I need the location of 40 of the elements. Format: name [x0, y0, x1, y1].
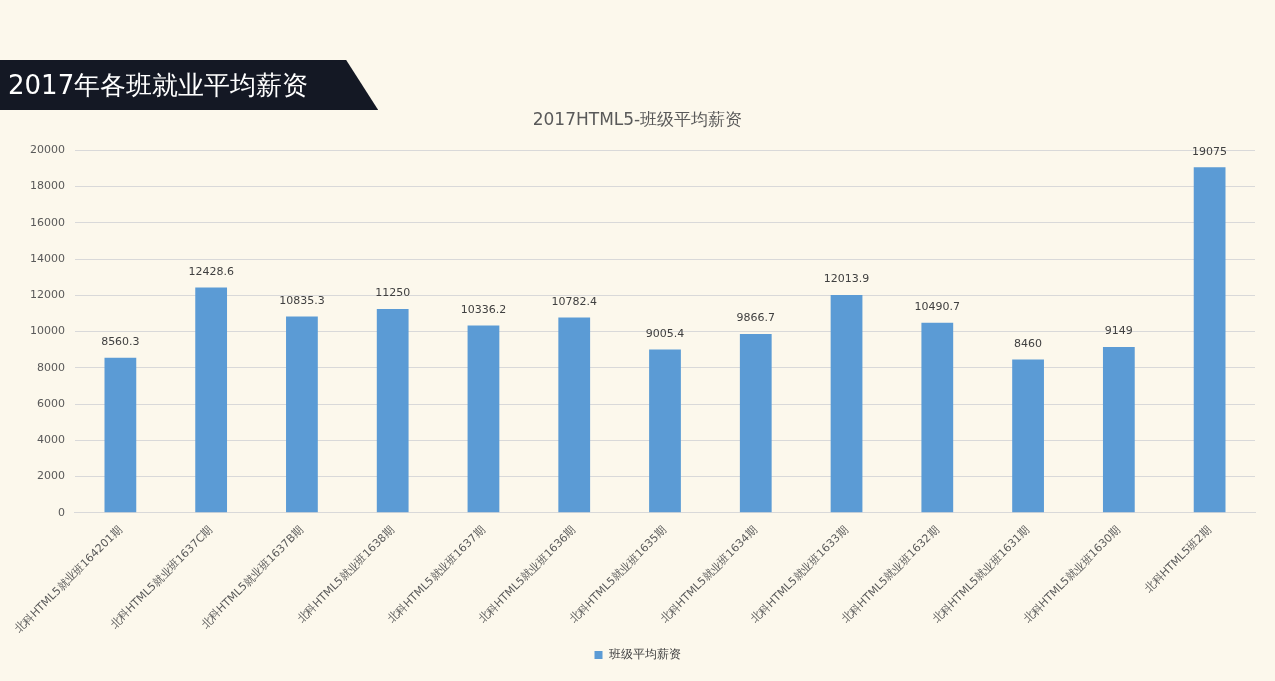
data-label: 11250	[375, 286, 411, 300]
data-label: 10835.3	[279, 293, 325, 307]
bar	[649, 349, 681, 513]
data-label: 12013.9	[823, 272, 870, 286]
data-label: 9866.7	[736, 311, 776, 325]
bar	[1102, 346, 1135, 513]
bar	[830, 295, 863, 513]
data-label: 12428.6	[188, 264, 234, 278]
data-label: 10336.2	[460, 302, 507, 316]
bar	[558, 317, 591, 513]
y-tick-label: 18000	[29, 179, 65, 193]
bar	[467, 325, 500, 513]
y-tick-label: 10000	[29, 324, 65, 338]
y-tick-label: 6000	[36, 396, 65, 410]
y-tick-label: 12000	[29, 288, 65, 302]
data-label: 19075	[1192, 144, 1228, 158]
y-tick-label: 4000	[36, 433, 65, 447]
bar	[921, 322, 954, 513]
bar	[1193, 167, 1226, 513]
data-label: 9149	[1104, 324, 1133, 338]
bar	[739, 333, 772, 513]
bar	[376, 308, 409, 513]
bar	[195, 287, 228, 513]
data-label: 10782.4	[551, 294, 597, 308]
chart-title: 2017年各班就业平均薪资	[0, 60, 379, 110]
y-tick-label: 16000	[29, 215, 65, 229]
y-tick-label: 2000	[36, 469, 65, 483]
bar	[104, 357, 137, 513]
chart-subtitle: 2017HTML5-班级平均薪资	[532, 108, 743, 129]
y-tick-label: 8000	[36, 360, 65, 374]
bar	[1012, 359, 1044, 513]
legend-label: 班级平均薪资	[608, 647, 681, 662]
bar	[286, 316, 318, 513]
data-label: 8460	[1014, 336, 1043, 350]
data-label: 10490.7	[914, 300, 961, 314]
data-label: 8560.3	[101, 335, 140, 348]
y-tick-label: 0	[57, 505, 65, 519]
data-label: 9005.4	[645, 326, 685, 340]
y-tick-label: 20000	[29, 143, 65, 157]
y-tick-label: 14000	[29, 251, 65, 265]
